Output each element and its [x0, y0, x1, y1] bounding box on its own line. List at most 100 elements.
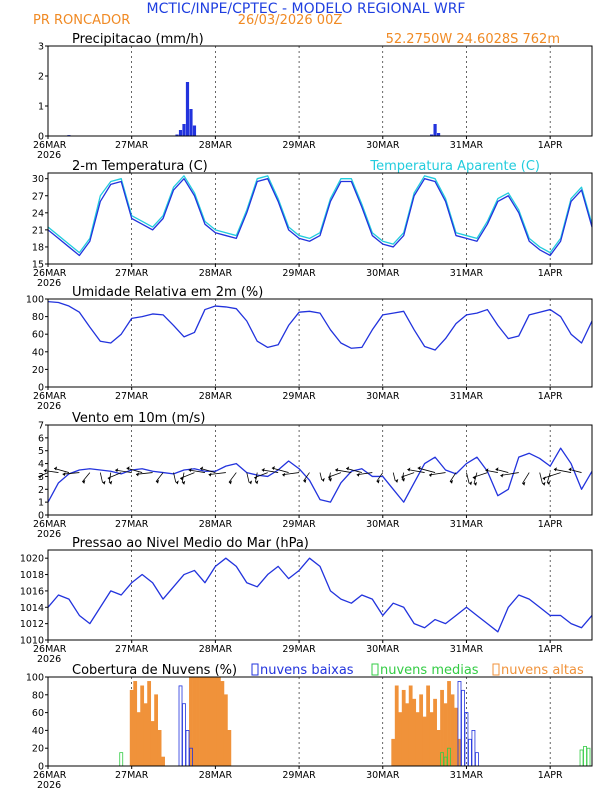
wind-arrowhead: [109, 480, 113, 485]
cloud-bar: [133, 681, 138, 767]
wind-series-line: [47, 447, 593, 503]
wind-arrowhead: [401, 475, 405, 480]
wind-arrowhead: [474, 481, 478, 486]
wind-vector: [181, 472, 185, 483]
y-tick-label: 0: [38, 383, 44, 394]
pressure-frame: [47, 549, 593, 641]
cloud-bar: [468, 738, 472, 767]
x-tick-label: 30MAR: [366, 644, 400, 655]
wind-arrowhead: [449, 479, 453, 484]
wind-arrowhead: [542, 481, 546, 486]
header-title: MCTIC/INPE/CPTEC - MODELO REGIONAL WRF: [147, 1, 466, 17]
wind-arrowhead: [553, 467, 557, 472]
wind-arrowhead: [38, 474, 42, 479]
cloud-bar: [433, 698, 437, 767]
wind-vector: [428, 472, 446, 476]
x-tick-label: 26MAR: [33, 140, 67, 151]
wind-arrowhead: [346, 466, 350, 471]
wind-vector: [155, 472, 164, 482]
wind-arrowhead: [107, 476, 111, 481]
cloud-bar: [450, 694, 455, 767]
wind-vector: [553, 468, 572, 473]
wind-arrowhead: [102, 480, 106, 485]
cloud-bar: [192, 676, 197, 767]
wind-vector: [407, 469, 425, 473]
wind-arrowhead: [115, 468, 119, 473]
wind-vector: [271, 467, 289, 473]
cloud-bar: [213, 676, 218, 767]
panel-title: Cobertura de Nuvens (%): [72, 663, 237, 678]
y-tick-label: 0: [38, 132, 44, 143]
temp-panel: 15 18 21 24 27 30 26MAR 27MAR 28MAR 29MAR 30MAR 31M…: [32, 159, 593, 289]
x-tick-label: 1APR: [538, 140, 563, 151]
cloud-bar: [457, 738, 462, 767]
cloud-bar: [398, 712, 403, 767]
cloud-bar: [426, 685, 431, 767]
cloud-bar: [178, 685, 183, 767]
x-year-label: 2026: [37, 401, 61, 412]
x-tick-label: 1APR: [538, 770, 563, 781]
wind-vector: [282, 472, 300, 476]
cloud-bar: [203, 676, 207, 767]
wind-vector: [319, 472, 323, 481]
cloud-bar: [422, 716, 427, 767]
x-tick-label: 1APR: [538, 644, 563, 655]
precip-bar: [178, 130, 183, 136]
cloud-bar: [161, 756, 165, 767]
y-tick-label: 1014: [20, 603, 44, 614]
x-tick-label: 31MAR: [450, 140, 484, 151]
panel-title: Umidade Relativa em 2m (%): [72, 285, 263, 300]
legend-label: nuvens altas: [501, 663, 584, 678]
x-tick-label: 28MAR: [199, 391, 233, 402]
y-tick-label: 20: [32, 365, 44, 376]
temp-frame: [47, 172, 593, 265]
wind-arrowhead: [472, 475, 476, 480]
wind-arrowhead: [417, 465, 421, 470]
y-tick-label: 27: [32, 191, 44, 202]
y-tick-label: 1: [38, 102, 44, 113]
wind-arrowhead: [335, 467, 339, 472]
wind-arrowhead: [495, 467, 499, 472]
wind-vector: [542, 472, 561, 479]
wind-arrowhead: [54, 466, 58, 471]
cloud-bar: [461, 689, 465, 767]
wind-arrowhead: [522, 481, 526, 486]
precip-bar: [433, 124, 437, 136]
y-tick-label: 4: [38, 459, 44, 470]
cloud-bar: [586, 747, 591, 767]
wind-arrowhead: [568, 467, 572, 472]
x-tick-label: 31MAR: [450, 770, 484, 781]
wind-vector: [466, 472, 470, 484]
x-tick-label: 28MAR: [199, 140, 233, 151]
wind-vector: [546, 472, 551, 484]
cloud-bar: [408, 685, 413, 767]
y-tick-label: 0: [38, 511, 44, 522]
panel-title: Vento em 10m (m/s): [72, 411, 205, 426]
cloud-bar: [412, 698, 417, 767]
cloud-bar: [454, 707, 458, 767]
precip-bar: [182, 124, 186, 136]
wind-arrowhead: [395, 478, 399, 483]
wind-vector: [173, 472, 177, 483]
wind-arrowhead: [208, 472, 212, 477]
wind-arrowhead: [328, 475, 332, 480]
x-tick-label: 28MAR: [199, 519, 233, 530]
wind-vector: [417, 467, 436, 473]
x-tick-label: 26MAR: [33, 391, 67, 402]
y-tick-label: 1012: [20, 619, 44, 630]
wind-arrowhead: [407, 467, 411, 472]
x-tick-label: 30MAR: [366, 391, 400, 402]
rh-series-line: [47, 300, 593, 351]
wind-arrowhead: [180, 476, 184, 481]
cloud-bar: [157, 730, 162, 767]
x-tick-label: 29MAR: [282, 268, 316, 279]
precip-panel: 0 1 2 3 26MAR 27MAR 28MAR 29MAR 30MAR 31MAR 1APR 20…: [33, 32, 593, 161]
cloud-bar: [196, 676, 200, 767]
wind-vector: [335, 469, 352, 473]
wind-vector: [188, 469, 205, 473]
wind-arrowhead: [356, 472, 360, 477]
x-tick-label: 30MAR: [366, 268, 400, 279]
wind-vector: [208, 472, 226, 475]
x-year-label: 2026: [37, 278, 61, 289]
panel-title: 2-m Temperatura (C): [72, 159, 208, 174]
